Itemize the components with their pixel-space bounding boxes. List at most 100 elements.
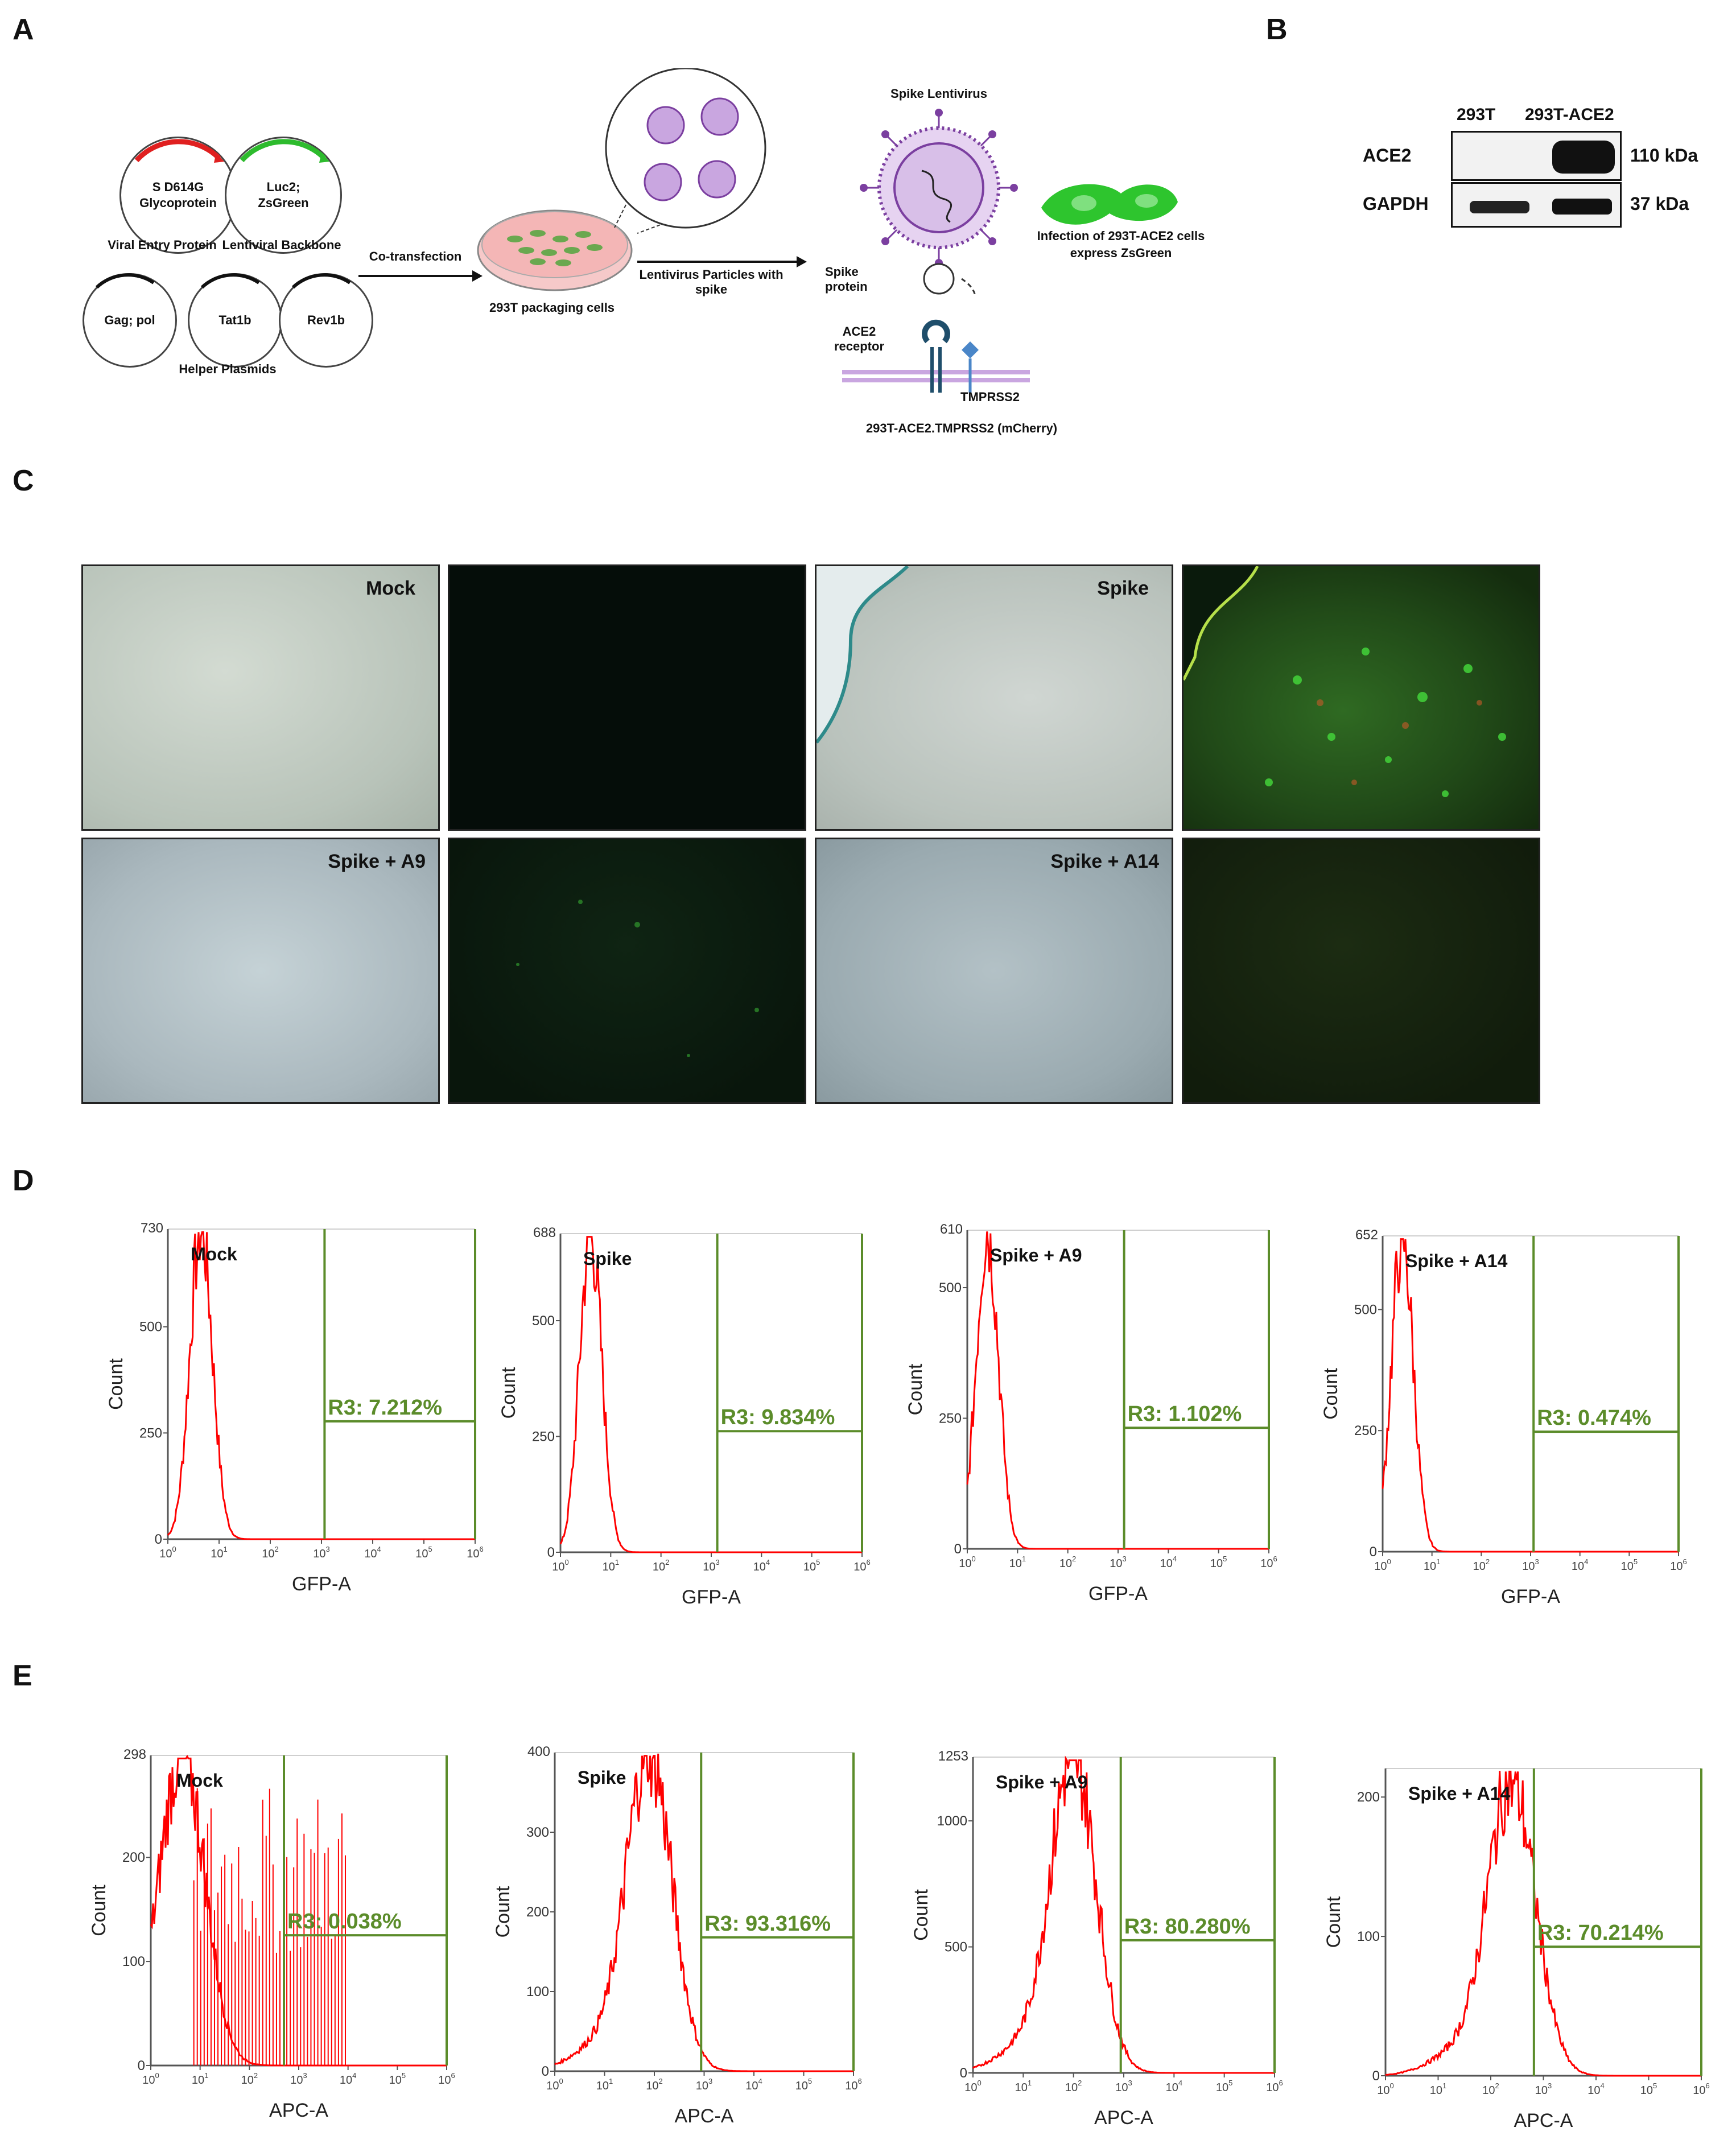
panel-d-letter: D: [13, 1164, 34, 1197]
y-axis-label: Count: [105, 1358, 127, 1410]
micro-spike-bf: Spike: [815, 564, 1173, 831]
x-axis-label: APC-A: [675, 2105, 734, 2127]
x-tick-label: 105: [1621, 1557, 1638, 1573]
histogram-d-1: 730 0 250 500 100 101 102 103 104 105 106 GFP-A Coun…: [105, 1221, 484, 1595]
y-max-label: 1253: [938, 1749, 968, 1764]
panel-a-letter: A: [13, 13, 34, 46]
x-tick-label: 103: [1110, 1555, 1126, 1570]
sample-label: Spike + A9: [990, 1245, 1082, 1265]
micro-spike-fl: [1182, 564, 1540, 831]
row-gapdh-size: 37 kDa: [1630, 193, 1689, 214]
x-tick-label: 105: [1640, 2081, 1657, 2097]
y-tick-label: 0: [542, 2064, 549, 2079]
x-tick-label: 102: [653, 1558, 669, 1573]
micro-label-a9: Spike + A9: [328, 851, 426, 872]
rev-label: Rev1b: [307, 313, 345, 327]
cotransfection-arrow: [358, 270, 483, 282]
spike-bf-edge: [817, 566, 909, 744]
x-tick-label: 103: [703, 1558, 719, 1573]
y-tick-label: 250: [939, 1411, 962, 1426]
histogram-trace: [1382, 1238, 1679, 1553]
x-tick-label: 102: [646, 2077, 662, 2092]
gate-label: R3: 1.102%: [1128, 1402, 1242, 1426]
micro-label-a14: Spike + A14: [1050, 851, 1159, 872]
gate-label: R3: 93.316%: [704, 1912, 831, 1936]
x-tick-label: 104: [1166, 2079, 1182, 2094]
gate-label: R3: 0.038%: [287, 1910, 402, 1933]
y-axis-label: Count: [88, 1885, 110, 1936]
y-tick-label: 500: [1354, 1302, 1377, 1317]
x-tick-label: 106: [438, 2071, 455, 2087]
x-axis-label: GFP-A: [1501, 1586, 1560, 1607]
target-cells-caption: 293T-ACE2.TMPRSS2 (mCherry): [865, 421, 1058, 435]
micro-mock-fl: [448, 564, 806, 831]
x-tick-label: 106: [1693, 2081, 1709, 2097]
x-tick-label: 106: [853, 1558, 870, 1573]
panel-e-letter: E: [13, 1659, 32, 1692]
y-tick-label: 0: [547, 1545, 555, 1560]
x-tick-label: 103: [1522, 1557, 1539, 1573]
x-tick-label: 104: [364, 1545, 381, 1560]
histogram-trace: [972, 1755, 1275, 2074]
histogram-trace: [966, 1231, 1269, 1550]
x-tick-label: 102: [1482, 2081, 1499, 2097]
histogram-e-3: 1253 0 500 1000 100 101 102 103 104 105 106 APC-A Co…: [910, 1749, 1283, 2129]
panel-c-letter: C: [13, 464, 34, 497]
y-axis-label: Count: [1323, 1896, 1345, 1948]
x-axis-label: GFP-A: [1088, 1583, 1148, 1605]
x-tick-label: 105: [1210, 1555, 1227, 1570]
x-tick-label: 100: [546, 2077, 563, 2092]
row-ace2-label: ACE2: [1363, 145, 1412, 166]
green-cells: [1041, 184, 1178, 225]
x-tick-label: 104: [745, 2077, 762, 2092]
micro-a14-fl: [1182, 838, 1540, 1104]
sample-label: Mock: [176, 1770, 223, 1791]
gate-label: R3: 9.834%: [721, 1405, 835, 1429]
helper-caption: Helper Plasmids: [179, 362, 277, 376]
blot-gapdh: [1451, 182, 1622, 228]
sample-label: Spike: [583, 1248, 632, 1269]
x-tick-label: 102: [1065, 2079, 1082, 2094]
x-tick-label: 105: [415, 1545, 432, 1560]
sample-label: Mock: [191, 1244, 237, 1264]
x-axis-label: APC-A: [1094, 2107, 1153, 2129]
micro-label-spike: Spike: [1097, 578, 1149, 599]
x-tick-label: 100: [959, 1555, 975, 1570]
y-tick-label: 0: [954, 1541, 962, 1557]
x-tick-label: 105: [795, 2077, 812, 2092]
x-tick-label: 101: [1430, 2081, 1446, 2097]
y-tick-label: 200: [1357, 1790, 1380, 1805]
row-ace2-size: 110 kDa: [1630, 145, 1698, 166]
y-axis-label: Count: [905, 1363, 926, 1415]
x-tick-label: 102: [262, 1545, 278, 1560]
micro-label-mock: Mock: [366, 578, 415, 599]
x-tick-label: 101: [1009, 1555, 1026, 1570]
y-axis-label: Count: [910, 1889, 932, 1941]
packaging-caption: 293T packaging cells: [489, 300, 615, 315]
tat-label: Tat1b: [218, 313, 251, 327]
x-tick-label: 106: [845, 2077, 861, 2092]
y-tick-label: 500: [939, 1280, 962, 1296]
ace2-receptor-caption: ACE2 receptor: [834, 324, 885, 353]
x-tick-label: 103: [313, 1545, 329, 1560]
y-tick-label: 200: [526, 1904, 549, 1920]
x-tick-label: 103: [696, 2077, 712, 2092]
x-tick-label: 106: [1260, 1555, 1277, 1570]
histogram-trace: [150, 1754, 447, 2067]
x-axis-label: APC-A: [1514, 2110, 1573, 2132]
y-max-label: 400: [527, 1744, 550, 1759]
micro-a9-fl: [448, 838, 806, 1104]
x-tick-label: 101: [1015, 2079, 1032, 2094]
tmprss2-caption: TMPRSS2: [960, 390, 1020, 404]
x-tick-label: 100: [1374, 1557, 1391, 1573]
x-tick-label: 102: [1059, 1555, 1076, 1570]
y-tick-label: 100: [122, 1954, 145, 1969]
micro-a9-bf: Spike + A9: [81, 838, 440, 1104]
sample-label: Spike + A14: [1408, 1783, 1511, 1804]
x-tick-label: 103: [1535, 2081, 1552, 2097]
viral-entry-caption: Viral Entry Protein: [108, 238, 217, 252]
cotransfection-caption: Co-transfection: [369, 249, 462, 263]
x-tick-label: 104: [753, 1558, 770, 1573]
